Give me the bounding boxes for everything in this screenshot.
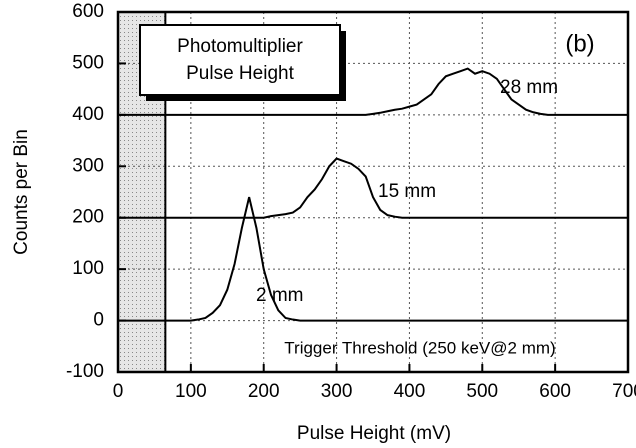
- y-tick-label: 600: [72, 1, 104, 22]
- y-tick-label: 200: [72, 207, 104, 228]
- box-title: Photomultiplier: [177, 36, 303, 57]
- x-tick-label: 200: [248, 381, 280, 402]
- y-tick-label: 300: [72, 155, 104, 176]
- series-line: [118, 67, 628, 116]
- x-tick-label: 400: [394, 381, 426, 402]
- plot-frame: [116, 10, 630, 374]
- threshold-label: Trigger Threshold (250 keV@2 mm): [284, 338, 555, 357]
- series-line: [118, 157, 628, 219]
- x-axis-label: Pulse Height (mV): [297, 423, 451, 444]
- box-title: Pulse Height: [186, 63, 294, 84]
- x-tick-label: 700: [612, 381, 636, 402]
- x-tick-label: 600: [539, 381, 571, 402]
- y-tick-label: 400: [72, 104, 104, 125]
- series-label: 2 mm: [256, 285, 304, 306]
- series-line: [118, 196, 628, 322]
- x-tick-label: 300: [321, 381, 353, 402]
- x-tick-label: 500: [466, 381, 498, 402]
- panel-label: (b): [565, 30, 594, 57]
- y-axis-label: Counts per Bin: [11, 129, 32, 255]
- series-label: 15 mm: [378, 181, 436, 202]
- y-tick-label: 0: [93, 310, 104, 331]
- y-tick-label: 500: [72, 52, 104, 73]
- x-tick-label: 0: [113, 381, 124, 402]
- y-tick-label: -100: [66, 361, 104, 382]
- series-label: 28 mm: [500, 77, 558, 98]
- title-box: [139, 24, 341, 96]
- x-tick-label: 100: [175, 381, 207, 402]
- y-tick-label: 100: [72, 258, 104, 279]
